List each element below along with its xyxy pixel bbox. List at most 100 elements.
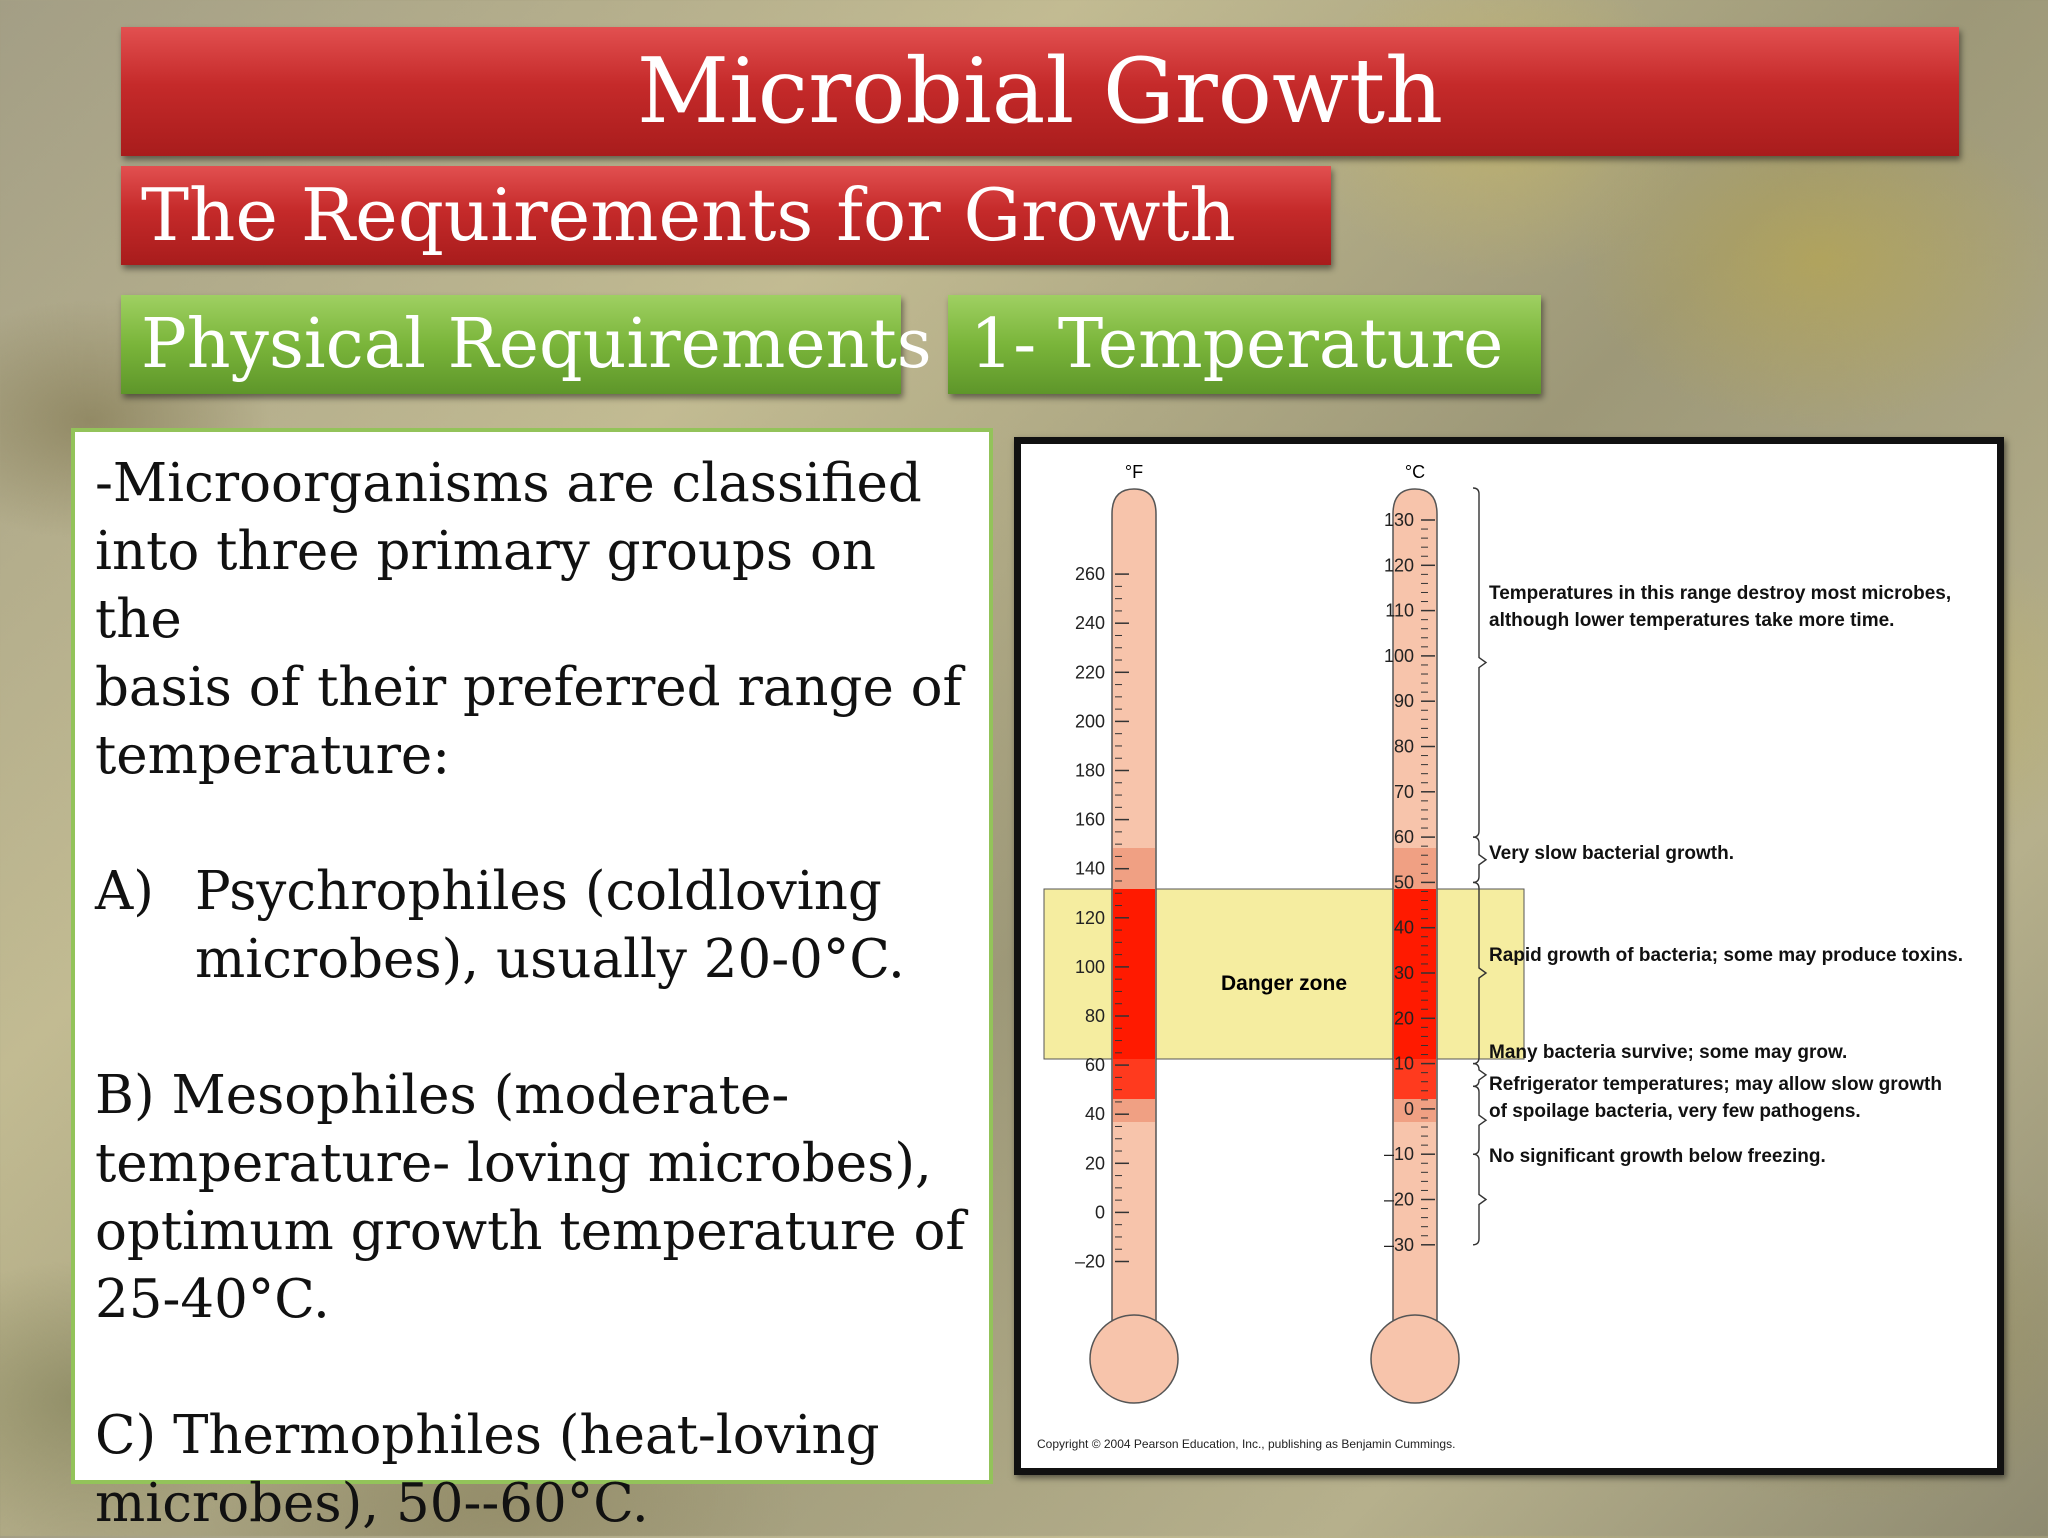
annotation-brace (1472, 836, 1488, 884)
intro-line: basis of their preferred range of (95, 657, 963, 718)
fahrenheit-tick-label: 60 (1085, 1055, 1105, 1075)
fahrenheit-tick: –20 (1075, 1252, 1129, 1272)
fahrenheit-bulb (1089, 1314, 1179, 1404)
fahrenheit-tick: 180 (1075, 761, 1129, 808)
fahrenheit-tick: 20 (1085, 1153, 1129, 1201)
thermometer-figure: °F °C Danger zone 260 240 220 200 180 160 140 1… (1014, 437, 2004, 1475)
danger-band (1113, 889, 1155, 1059)
danger-band (1394, 889, 1436, 1059)
intro-line: -Microorganisms are classified (95, 453, 922, 514)
item-line: optimum growth temperature of (95, 1201, 966, 1262)
celsius-tick-label: –30 (1384, 1235, 1414, 1255)
fahrenheit-tick: 100 (1075, 957, 1129, 1005)
celsius-tick-label: 10 (1394, 1054, 1414, 1074)
fahrenheit-tick: 240 (1075, 613, 1129, 661)
celsius-tick: 0 (1404, 1099, 1435, 1146)
item-line: C) Thermophiles (heat-loving (95, 1405, 880, 1466)
annotation-text: No significant growth below freezing. (1489, 1146, 1826, 1167)
section-heading: Physical Requirements (121, 295, 932, 394)
celsius-bulb (1370, 1314, 1460, 1404)
warm-band-lower (1113, 1099, 1155, 1122)
thermometer-diagram: °F °C Danger zone 2602402202001801601401… (1037, 462, 1963, 1451)
slide-title: Microbial Growth (121, 27, 1959, 156)
fahrenheit-unit-label: °F (1125, 462, 1143, 482)
fahrenheit-tick: 60 (1085, 1055, 1129, 1103)
celsius-tick-label: 70 (1394, 782, 1414, 802)
fahrenheit-tick-label: –20 (1075, 1252, 1105, 1272)
copyright-note: Copyright © 2004 Pearson Education, Inc.… (1037, 1437, 1455, 1451)
item-label: A) (95, 861, 154, 922)
celsius-tick: 130 (1384, 510, 1435, 557)
danger-zone-label: Danger zone (1221, 972, 1347, 995)
cool-band (1113, 1059, 1155, 1104)
celsius-tick: 40 (1394, 918, 1435, 965)
fahrenheit-tick: 200 (1075, 711, 1129, 759)
celsius-tick: 90 (1394, 691, 1435, 738)
fahrenheit-tick-label: 140 (1075, 859, 1105, 879)
annotation-text: although lower temperatures take more ti… (1489, 610, 1894, 631)
item-line: 25-40°C. (95, 1269, 330, 1330)
fahrenheit-tick-label: 180 (1075, 761, 1105, 781)
celsius-tick: 80 (1394, 737, 1435, 784)
celsius-tick: 120 (1384, 555, 1435, 603)
celsius-tick-label: 50 (1394, 872, 1414, 892)
annotation-text: Rapid growth of bacteria; some may produ… (1489, 945, 1963, 966)
intro-line: temperature: (95, 725, 451, 786)
annotation-text: Very slow bacterial growth. (1489, 843, 1734, 864)
fahrenheit-tick-label: 240 (1075, 613, 1105, 633)
celsius-tick: –30 (1384, 1235, 1435, 1255)
fahrenheit-tick-label: 120 (1075, 908, 1105, 928)
celsius-tick: –20 (1384, 1190, 1435, 1237)
fahrenheit-tick: 260 (1075, 564, 1129, 612)
topic-heading: 1- Temperature (948, 295, 1541, 394)
annotation-brace (1472, 1062, 1488, 1087)
celsius-tick-label: 90 (1394, 691, 1414, 711)
fahrenheit-tick-label: 80 (1085, 1006, 1105, 1026)
celsius-tick-label: 60 (1394, 827, 1414, 847)
item-line: microbes), 50--60°C. (95, 1473, 649, 1534)
item-thermophiles: C) Thermophiles (heat-loving microbes), … (95, 1402, 973, 1538)
fahrenheit-tick-label: 40 (1085, 1104, 1105, 1124)
fahrenheit-thermometer (1089, 488, 1179, 1404)
celsius-tick: 60 (1394, 827, 1435, 874)
warm-band-upper (1113, 848, 1155, 893)
celsius-tick-label: 80 (1394, 737, 1414, 757)
fahrenheit-tick: 140 (1075, 859, 1129, 907)
celsius-tick-label: 20 (1394, 1008, 1414, 1028)
celsius-tick-label: 130 (1384, 510, 1414, 530)
annotation-text: of spoilage bacteria, very few pathogens… (1489, 1101, 1861, 1122)
fahrenheit-tick: 120 (1075, 908, 1129, 956)
fahrenheit-tick: 220 (1075, 662, 1129, 710)
annotation-texts: Temperatures in this range destroy most … (1489, 583, 1963, 1167)
annotation-text: Many bacteria survive; some may grow. (1489, 1042, 1847, 1063)
annotation-brace (1472, 881, 1488, 1065)
fahrenheit-tick-label: 20 (1085, 1153, 1105, 1173)
item-line: B) Mesophiles (moderate- (95, 1065, 790, 1126)
fahrenheit-tick: 80 (1085, 1006, 1129, 1054)
celsius-tick-label: 120 (1384, 555, 1414, 575)
fahrenheit-tick: 40 (1085, 1104, 1129, 1152)
celsius-tick: 50 (1394, 872, 1435, 920)
celsius-tick-label: 110 (1385, 601, 1414, 621)
warm-band-lower (1394, 1099, 1436, 1122)
intro-line: into three primary groups on the (95, 521, 876, 650)
celsius-tick: 100 (1384, 646, 1435, 693)
fahrenheit-tick-label: 220 (1075, 662, 1105, 682)
item-line: Psychrophiles (coldloving (195, 861, 882, 922)
celsius-tick-label: 40 (1394, 918, 1414, 938)
fahrenheit-tick-label: 160 (1075, 810, 1105, 830)
fahrenheit-tick: 160 (1075, 810, 1129, 857)
item-psychrophiles: A) Psychrophiles (coldloving microbes), … (95, 858, 973, 994)
slide-subtitle: The Requirements for Growth (121, 166, 1331, 265)
annotation-text: Temperatures in this range destroy most … (1489, 583, 1951, 604)
warm-band-upper (1394, 848, 1436, 893)
celsius-unit-label: °C (1405, 462, 1425, 482)
celsius-tick: 10 (1394, 1054, 1435, 1101)
fahrenheit-tick-label: 0 (1095, 1202, 1105, 1222)
fahrenheit-tick: 0 (1095, 1202, 1129, 1250)
celsius-tick-label: –20 (1384, 1190, 1414, 1210)
celsius-tick: 30 (1394, 963, 1435, 1010)
celsius-tick-label: 100 (1384, 646, 1414, 666)
